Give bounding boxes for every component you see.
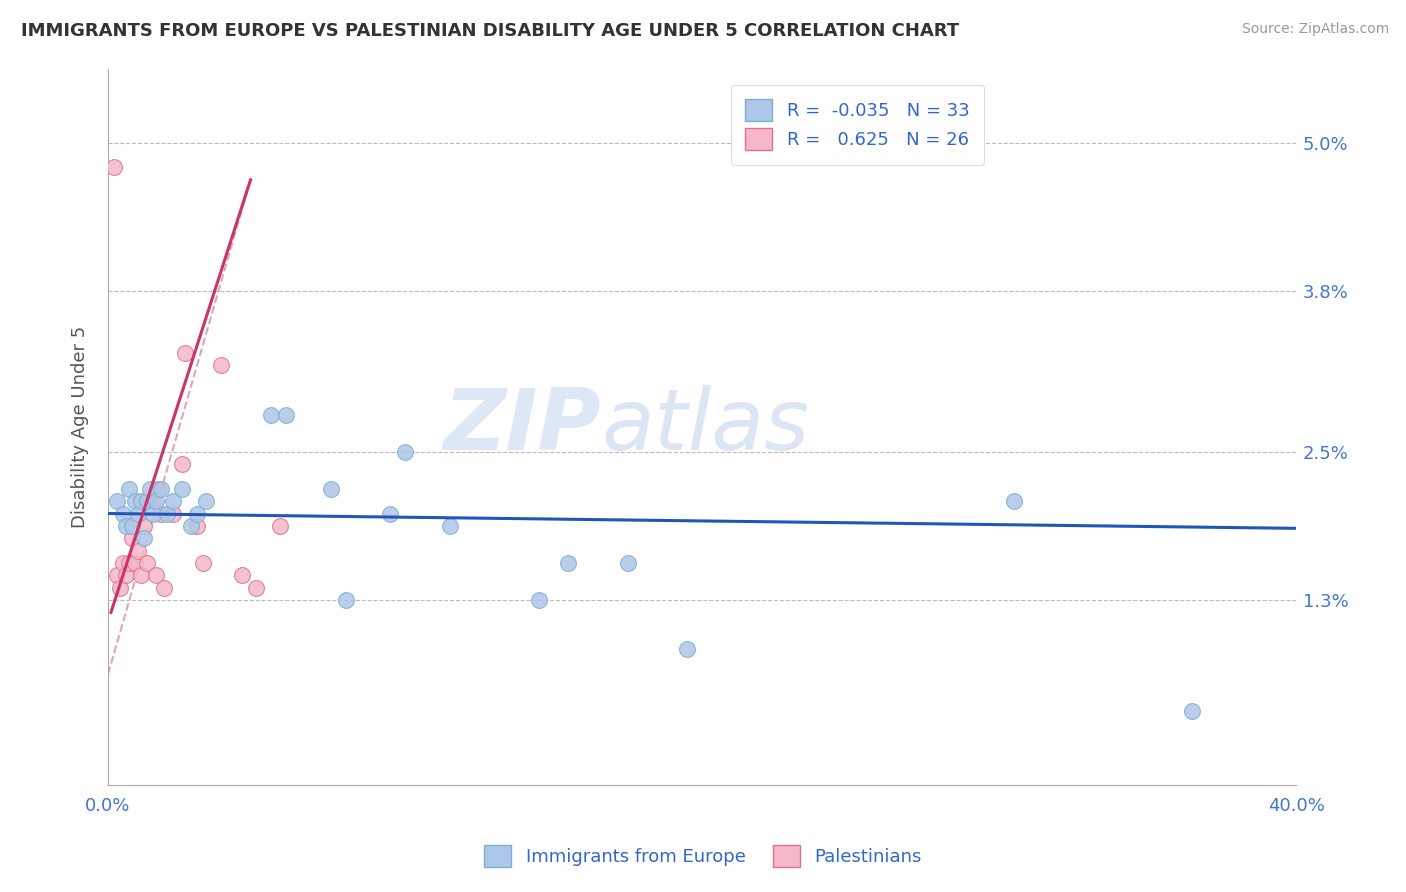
- Point: [124, 494, 146, 508]
- Point: [111, 556, 134, 570]
- Point: [148, 482, 170, 496]
- Point: [145, 494, 167, 508]
- Point: [105, 494, 128, 508]
- Point: [335, 593, 357, 607]
- Point: [145, 568, 167, 582]
- Point: [276, 408, 298, 422]
- Point: [378, 507, 401, 521]
- Point: [195, 494, 218, 508]
- Point: [1002, 494, 1025, 508]
- Point: [124, 556, 146, 570]
- Y-axis label: Disability Age Under 5: Disability Age Under 5: [72, 326, 89, 528]
- Point: [121, 531, 143, 545]
- Point: [162, 494, 184, 508]
- Legend: Immigrants from Europe, Palestinians: Immigrants from Europe, Palestinians: [477, 838, 929, 874]
- Point: [153, 581, 176, 595]
- Point: [135, 556, 157, 570]
- Point: [186, 519, 208, 533]
- Point: [132, 519, 155, 533]
- Point: [111, 507, 134, 521]
- Point: [150, 482, 173, 496]
- Point: [103, 161, 125, 175]
- Legend: R =  -0.035   N = 33, R =   0.625   N = 26: R = -0.035 N = 33, R = 0.625 N = 26: [731, 85, 984, 165]
- Point: [132, 531, 155, 545]
- Text: IMMIGRANTS FROM EUROPE VS PALESTINIAN DISABILITY AGE UNDER 5 CORRELATION CHART: IMMIGRANTS FROM EUROPE VS PALESTINIAN DI…: [21, 22, 959, 40]
- Text: Source: ZipAtlas.com: Source: ZipAtlas.com: [1241, 22, 1389, 37]
- Point: [174, 346, 197, 360]
- Point: [191, 556, 214, 570]
- Point: [180, 519, 202, 533]
- Point: [114, 568, 136, 582]
- Point: [172, 482, 194, 496]
- Point: [114, 519, 136, 533]
- Point: [209, 358, 232, 372]
- Point: [439, 519, 461, 533]
- Point: [676, 642, 699, 657]
- Point: [156, 507, 179, 521]
- Point: [527, 593, 550, 607]
- Point: [162, 507, 184, 521]
- Point: [141, 494, 163, 508]
- Point: [121, 519, 143, 533]
- Point: [172, 457, 194, 471]
- Point: [394, 444, 416, 458]
- Point: [138, 482, 160, 496]
- Point: [150, 507, 173, 521]
- Point: [129, 494, 152, 508]
- Point: [557, 556, 579, 570]
- Point: [108, 581, 131, 595]
- Point: [231, 568, 253, 582]
- Point: [319, 482, 342, 496]
- Point: [260, 408, 283, 422]
- Point: [127, 507, 149, 521]
- Point: [616, 556, 638, 570]
- Point: [141, 507, 163, 521]
- Text: ZIP: ZIP: [443, 385, 600, 468]
- Point: [118, 482, 141, 496]
- Point: [186, 507, 208, 521]
- Point: [245, 581, 267, 595]
- Point: [269, 519, 291, 533]
- Point: [1181, 704, 1204, 718]
- Point: [135, 494, 157, 508]
- Point: [127, 543, 149, 558]
- Point: [129, 568, 152, 582]
- Text: atlas: atlas: [600, 385, 808, 468]
- Point: [105, 568, 128, 582]
- Point: [118, 556, 141, 570]
